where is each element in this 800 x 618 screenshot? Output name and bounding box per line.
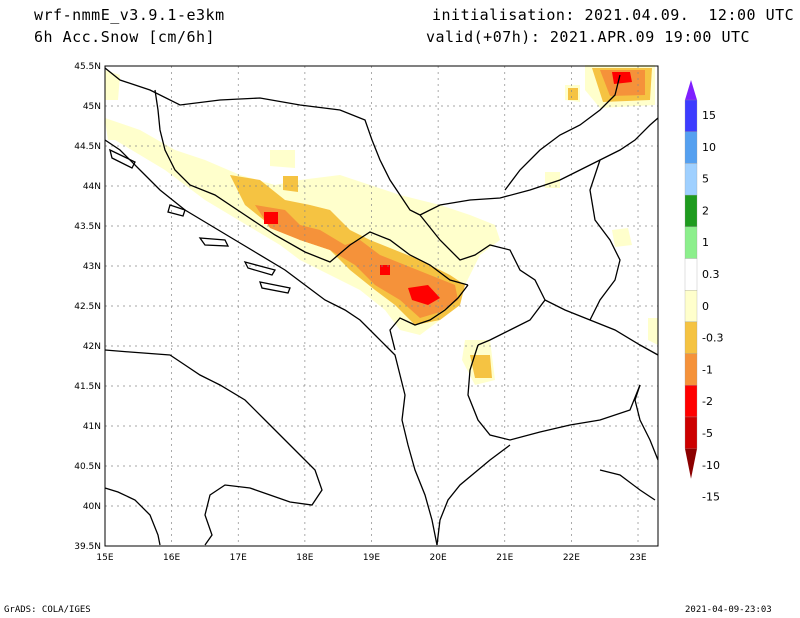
border-line: [589, 159, 621, 321]
colorbar-swatch: [684, 194, 698, 227]
island-outline: [167, 204, 186, 217]
footer-credit: GrADS: COLA/IGES: [4, 605, 91, 615]
lat-tick-label: 44N: [83, 182, 101, 192]
colorbar: 15 10 5 2 1 0.3 0 -0.3 -1 -2 -5 -10 -15: [684, 80, 723, 504]
lat-tick-label: 44.5N: [74, 142, 101, 152]
lon-tick-label: 21E: [496, 553, 513, 563]
lat-tick-label: 45N: [83, 102, 101, 112]
border-line: [389, 284, 469, 351]
snow-field: [105, 65, 658, 385]
lon-tick-label: 18E: [296, 553, 313, 563]
colorbar-swatch: [684, 131, 698, 164]
snow-extreme-area: [612, 72, 632, 84]
colorbar-swatch: [684, 353, 698, 386]
snow-light-area: [105, 120, 128, 140]
lat-tick-label: 42.5N: [74, 302, 101, 312]
snow-light-area: [545, 172, 560, 188]
colorbar-label: 1: [702, 236, 709, 249]
lat-tick-label: 43N: [83, 262, 101, 272]
init-time: initialisation: 2021.04.09. 12:00 UTC: [432, 6, 795, 24]
lat-tick-label: 41.5N: [74, 382, 101, 392]
lon-tick-label: 17E: [230, 553, 247, 563]
longitude-labels: 15E 16E 17E 18E 19E 20E 21E 22E 23E: [96, 553, 646, 563]
colorbar-label: 2: [702, 204, 709, 217]
colorbar-label: -2: [702, 395, 713, 408]
valid-time: valid(+07h): 2021.APR.09 19:00 UTC: [426, 28, 751, 46]
snow-moderate-area: [283, 176, 298, 192]
lat-tick-label: 39.5N: [74, 542, 101, 552]
field-title: 6h Acc.Snow [cm/6h]: [34, 28, 216, 46]
colorbar-bottom-arrow: [685, 448, 697, 479]
colorbar-swatch: [684, 163, 698, 196]
snow-moderate-area: [568, 88, 578, 100]
aegean-coastline: [599, 469, 656, 501]
colorbar-label: -10: [702, 459, 720, 472]
lon-tick-label: 16E: [163, 553, 180, 563]
lon-tick-label: 22E: [563, 553, 580, 563]
italy-heel-coastline: [104, 487, 161, 546]
snow-moderate-area: [470, 355, 492, 378]
coastlines-and-borders: [104, 67, 659, 546]
colorbar-swatch: [684, 290, 698, 323]
lon-tick-label: 20E: [430, 553, 447, 563]
colorbar-swatch: [684, 99, 698, 132]
snow-light-area: [648, 318, 658, 345]
border-line: [419, 214, 546, 346]
snow-light-area: [612, 228, 632, 247]
snow-extreme-area: [380, 265, 390, 275]
snow-light-area: [270, 150, 295, 168]
colorbar-swatch: [684, 226, 698, 259]
lon-tick-label: 19E: [363, 553, 380, 563]
border-line: [544, 299, 659, 356]
latitude-labels: 45.5N 45N 44.5N 44N 43.5N 43N 42.5N 42N 41.5N 41N…: [74, 62, 101, 552]
lat-tick-label: 43.5N: [74, 222, 101, 232]
colorbar-label: 5: [702, 173, 709, 186]
map-grid: [105, 66, 658, 546]
border-line: [104, 67, 421, 216]
border-line: [467, 344, 641, 441]
lon-tick-label: 23E: [629, 553, 646, 563]
colorbar-label: -1: [702, 363, 713, 376]
colorbar-swatch: [684, 416, 698, 449]
island-outline: [109, 148, 136, 169]
lat-tick-label: 45.5N: [74, 62, 101, 72]
colorbar-label: 15: [702, 109, 716, 122]
footer-timestamp: 2021-04-09-23:03: [685, 605, 772, 615]
island-outline: [243, 261, 277, 276]
colorbar-label: 10: [702, 141, 716, 154]
snow-heavy-area: [255, 205, 458, 318]
island-outline: [198, 237, 230, 247]
island-outline: [259, 281, 291, 294]
lon-tick-label: 15E: [96, 553, 113, 563]
snow-extreme-area: [264, 212, 278, 224]
border-line: [419, 117, 659, 216]
colorbar-label: -15: [702, 491, 720, 504]
lat-tick-label: 42N: [83, 342, 101, 352]
lat-tick-label: 40N: [83, 502, 101, 512]
colorbar-top-arrow: [685, 80, 697, 100]
lat-tick-label: 41N: [83, 422, 101, 432]
colorbar-swatch: [684, 258, 698, 291]
colorbar-label: -0.3: [702, 332, 723, 345]
colorbar-swatch: [684, 321, 698, 354]
colorbar-label: 0: [702, 300, 709, 313]
adriatic-coastline: [104, 139, 438, 546]
map-frame: [104, 65, 659, 547]
colorbar-label: -5: [702, 427, 713, 440]
border-line: [154, 89, 469, 286]
border-line: [634, 384, 659, 461]
italy-coastline: [104, 349, 323, 546]
border-line: [436, 444, 511, 546]
lat-tick-label: 40.5N: [74, 462, 101, 472]
colorbar-swatch: [684, 385, 698, 418]
colorbar-label: 0.3: [702, 268, 720, 281]
model-title: wrf-nmmE_v3.9.1-e3km: [34, 6, 225, 24]
snow-extreme-area: [408, 285, 440, 305]
border-line: [504, 74, 621, 191]
